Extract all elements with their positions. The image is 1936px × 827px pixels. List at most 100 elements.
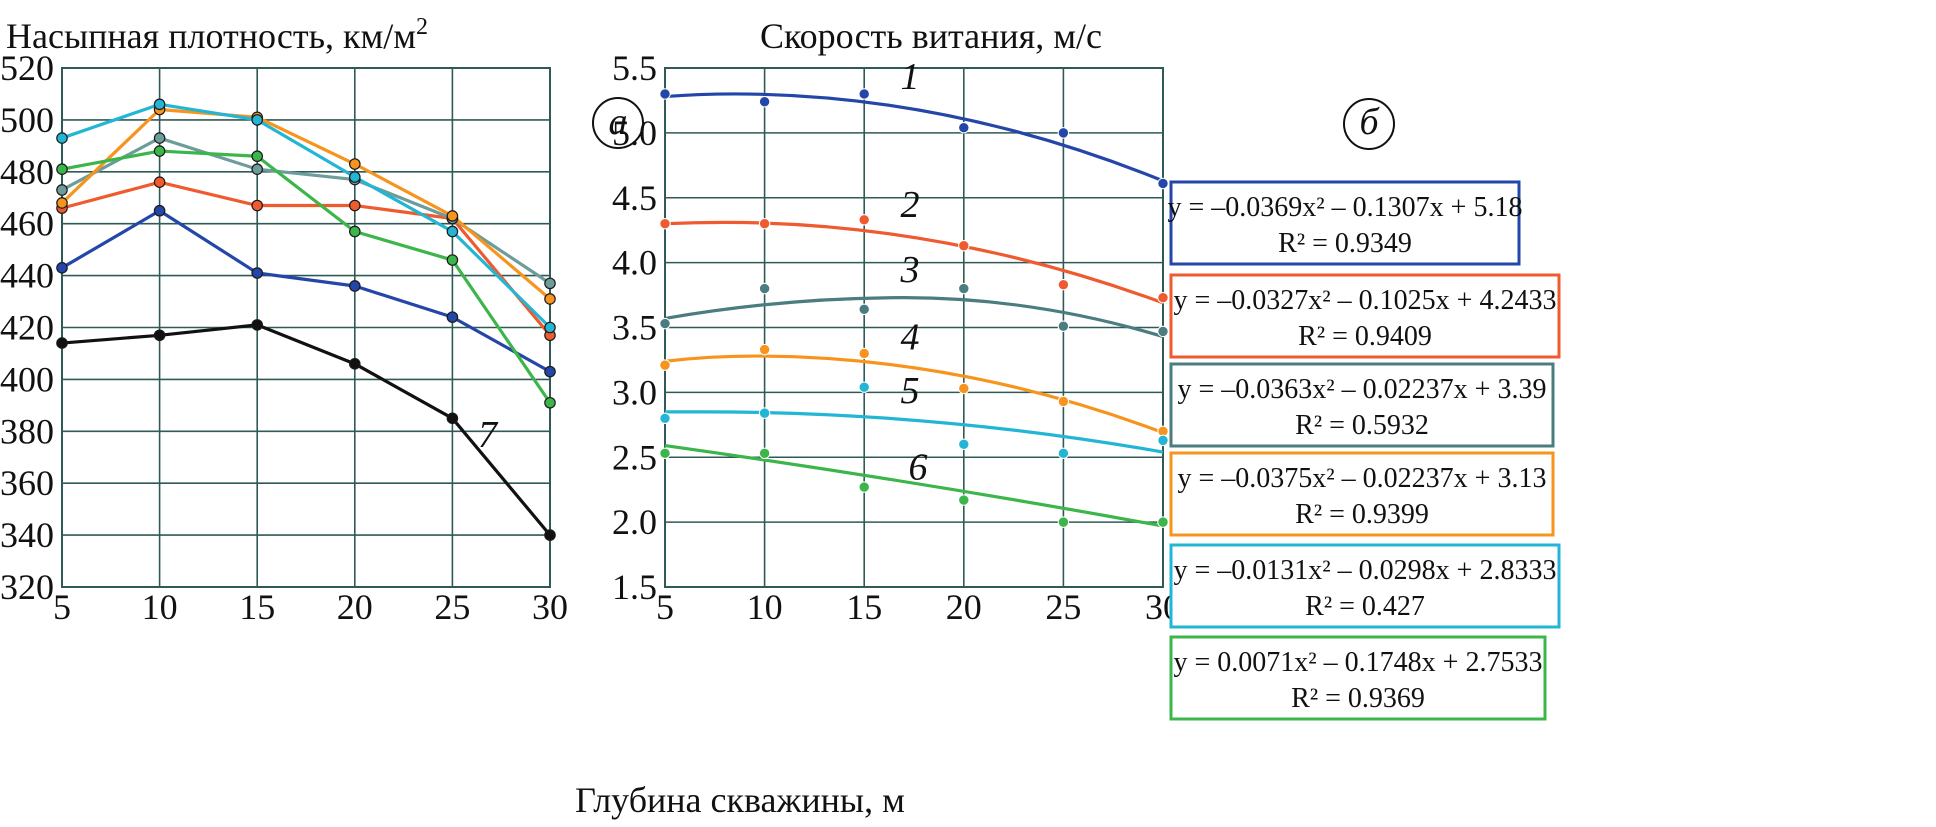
equation-box-1: y = –0.0369x² – 0.1307x + 5.18 R² = 0.934… xyxy=(1168,180,1522,266)
point-a-6-2 xyxy=(251,150,264,163)
ytick-label-b-6: 4.5 xyxy=(612,178,657,218)
point-a-1-1 xyxy=(153,204,166,217)
point-b-1-2 xyxy=(858,88,870,100)
point-b-1-0 xyxy=(659,88,671,100)
xtick-label-a-0: 5 xyxy=(53,587,71,627)
ytick-label-b-5: 4.0 xyxy=(612,243,657,283)
equation-box-4: y = –0.0375x² – 0.02237x + 3.13 R² = 0.93… xyxy=(1169,451,1555,537)
point-b-5-2 xyxy=(858,381,870,393)
xtick-label-a-3: 20 xyxy=(337,587,373,627)
xtick-label-b-1: 10 xyxy=(747,587,783,627)
point-a-5-4 xyxy=(446,225,459,238)
point-b-4-4 xyxy=(1057,395,1070,408)
curve-labels-panel-b: 1 2 3 4 5 6 xyxy=(900,56,928,489)
point-b-1-3 xyxy=(958,121,970,134)
yticks-panel-a: 320 340 360 380 400 420 440 460 480 500 520 xyxy=(0,48,54,607)
point-b-1-4 xyxy=(1057,127,1070,139)
point-b-4-1 xyxy=(758,343,771,356)
point-a-1-3 xyxy=(348,280,361,292)
ytick-label-a-7: 460 xyxy=(0,204,54,244)
point-b-5-4 xyxy=(1057,447,1070,460)
point-a-6-0 xyxy=(56,163,68,176)
yticks-panel-b: 1.5 2.0 2.5 3.0 3.5 4.0 4.5 5.0 5.5 xyxy=(612,48,657,607)
point-b-4-2 xyxy=(858,347,870,360)
series-panel-a xyxy=(56,98,556,541)
point-b-1-5 xyxy=(1157,177,1169,190)
point-a-5-5 xyxy=(544,321,556,334)
point-b-3-4 xyxy=(1057,320,1070,332)
ytick-label-a-9: 500 xyxy=(0,100,54,140)
point-a-6-3 xyxy=(348,225,361,238)
point-a-1-5 xyxy=(544,365,556,378)
series-line-a-3 xyxy=(61,136,551,285)
point-b-2-3 xyxy=(958,240,970,252)
chart-panel-a: Насыпная плотность, км/м2 320 340 360 380 40… xyxy=(0,14,644,627)
point-a-4-3 xyxy=(348,158,361,170)
xtick-label-a-4: 25 xyxy=(434,587,470,627)
ytick-label-a-0: 320 xyxy=(0,567,54,607)
point-b-5-1 xyxy=(758,407,771,419)
point-a-3-0 xyxy=(56,184,68,196)
ytick-label-b-1: 2.0 xyxy=(612,502,657,542)
point-b-6-2 xyxy=(858,481,870,493)
xtick-label-b-0: 5 xyxy=(656,587,674,627)
point-b-3-0 xyxy=(659,317,671,330)
xtick-label-b-3: 20 xyxy=(946,587,982,627)
curve-number-label-b-2: 2 xyxy=(901,184,920,226)
equation-box-2: y = –0.0327x² – 0.1025x + 4.2433 R² = 0.9… xyxy=(1169,273,1561,359)
point-b-5-0 xyxy=(659,412,671,425)
equation-box-frame-3 xyxy=(1169,362,1555,448)
xtick-label-a-2: 15 xyxy=(239,587,275,627)
curve-number-label-b-3: 3 xyxy=(900,249,920,291)
panel-letter-a: a xyxy=(592,97,644,149)
xticks-panel-b: 5 10 15 20 25 30 xyxy=(656,587,1181,627)
point-a-4-0 xyxy=(56,197,68,209)
point-a-2-2 xyxy=(251,199,264,212)
series-panel-b xyxy=(659,88,1169,528)
point-a-6-4 xyxy=(446,254,459,266)
series-line-a-7 xyxy=(61,323,552,537)
svg-text:б: б xyxy=(1359,101,1380,143)
point-b-2-5 xyxy=(1157,291,1169,304)
curve-number-label-b-4: 4 xyxy=(901,317,920,359)
ytick-label-b-4: 3.5 xyxy=(612,308,657,348)
ytick-label-a-8: 480 xyxy=(0,152,54,192)
ytick-label-b-2: 2.5 xyxy=(612,437,657,477)
curve-number-label-b-5: 5 xyxy=(901,370,920,412)
ytick-label-b-7: 5.0 xyxy=(612,113,657,153)
point-a-7-1 xyxy=(153,329,166,342)
xticks-panel-a: 5 10 15 20 25 30 xyxy=(53,587,568,627)
point-a-6-1 xyxy=(153,145,166,157)
point-a-3-2 xyxy=(251,163,264,176)
point-b-2-0 xyxy=(659,218,671,230)
point-b-4-3 xyxy=(958,382,970,395)
point-a-4-5 xyxy=(544,293,556,305)
fit-curve-b-6 xyxy=(664,443,1164,528)
fit-curve-b-3 xyxy=(664,296,1164,339)
ytick-label-a-3: 380 xyxy=(0,411,54,451)
ytick-label-b-0: 1.5 xyxy=(612,567,657,607)
point-a-5-2 xyxy=(251,114,264,126)
ytick-label-b-3: 3.0 xyxy=(612,372,657,412)
xtick-label-a-5: 30 xyxy=(532,587,568,627)
curve-labels-panel-a: 7 xyxy=(478,414,499,456)
point-b-2-1 xyxy=(758,218,771,230)
fit-curve-b-2 xyxy=(664,220,1164,305)
equation-box-frame-1 xyxy=(1169,180,1521,266)
point-b-3-5 xyxy=(1157,325,1169,338)
equation-box-3: y = –0.0363x² – 0.02237x + 3.39 R² = 0.59… xyxy=(1169,362,1555,448)
fit-curve-b-1 xyxy=(664,92,1164,183)
equation-box-frame-5 xyxy=(1169,543,1561,629)
point-a-6-5 xyxy=(544,396,556,409)
point-b-6-4 xyxy=(1057,516,1070,528)
point-a-2-3 xyxy=(348,199,361,212)
grid-panel-a xyxy=(61,67,551,588)
panel-letter-b: б xyxy=(1343,98,1395,150)
point-b-6-1 xyxy=(758,447,771,460)
point-b-6-5 xyxy=(1157,516,1169,528)
point-a-1-4 xyxy=(446,311,459,323)
point-b-1-1 xyxy=(758,96,771,108)
point-b-6-3 xyxy=(958,494,970,506)
fit-curve-b-5 xyxy=(665,410,1164,454)
point-a-7-3 xyxy=(348,358,361,370)
